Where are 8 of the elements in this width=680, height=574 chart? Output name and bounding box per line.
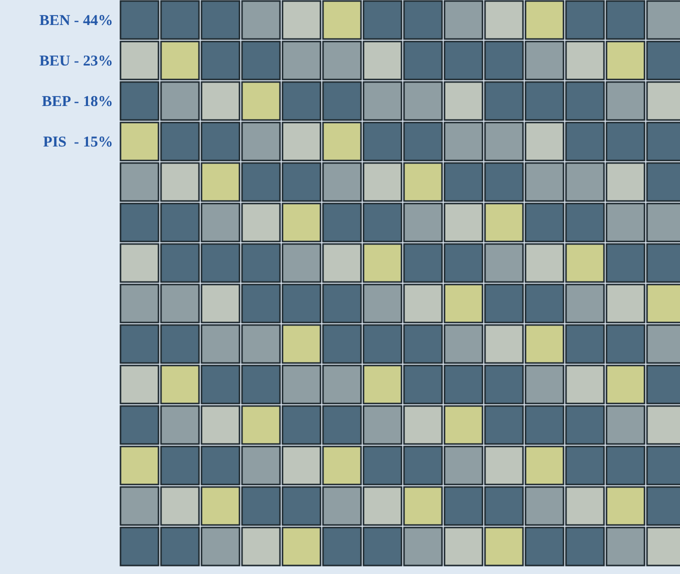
data-label: 44%	[83, 13, 113, 29]
data-label: 18%	[83, 94, 113, 110]
category-label: BEP -	[42, 94, 79, 110]
data-label: 15%	[83, 134, 113, 150]
category-label: BEN -	[39, 13, 79, 29]
category-label: BEU -	[39, 54, 79, 70]
category-label: PIS -	[43, 134, 79, 150]
data-label: 23%	[83, 54, 113, 70]
